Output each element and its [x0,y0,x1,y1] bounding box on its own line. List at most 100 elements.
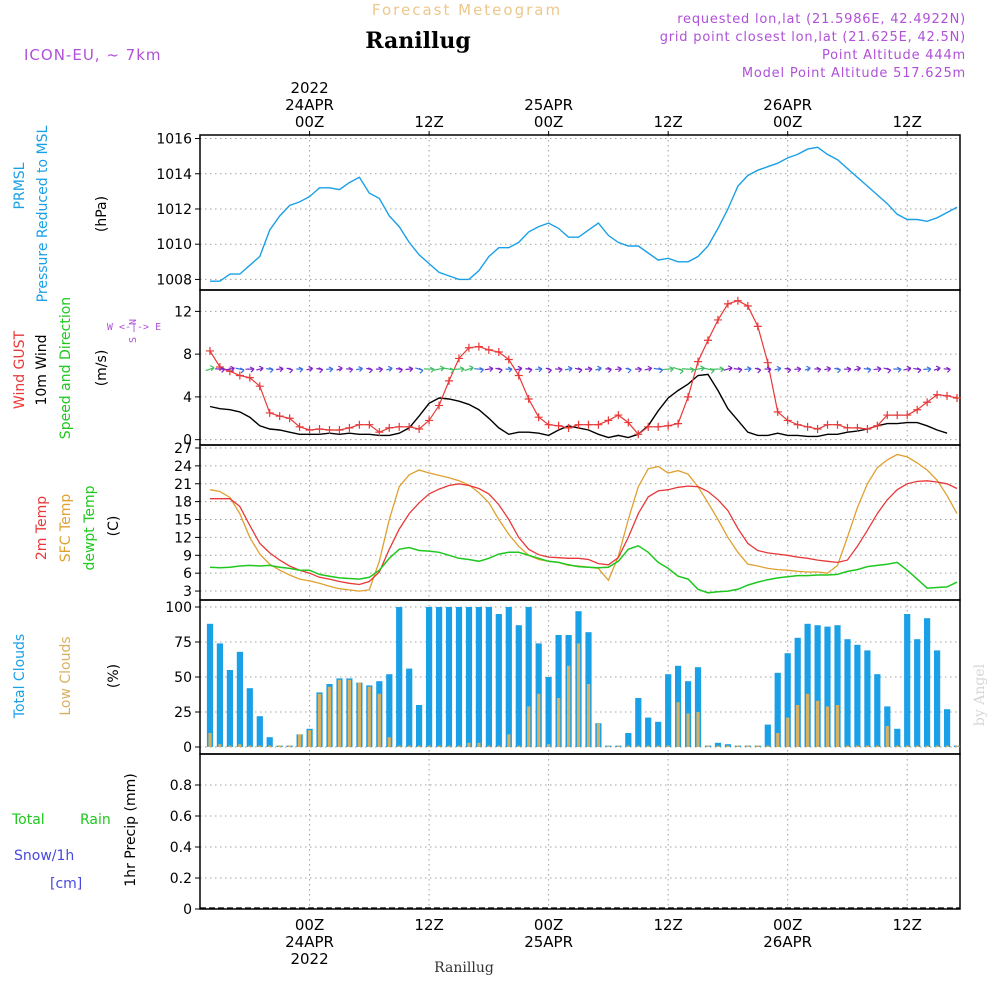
low-cloud-bar [955,745,959,747]
low-cloud-bar [786,717,790,747]
legend-snow: Snow/1h [14,848,74,864]
total-cloud-bar [814,625,821,747]
low-cloud-bar [646,745,650,747]
y-tick-label: 25 [174,705,192,721]
y-tick-label: 3 [183,584,192,600]
y-tick-label: 1010 [156,237,192,253]
gust-marker [295,422,304,431]
y-tick-label: 0 [183,433,192,449]
wind-direction-arrow [824,366,832,372]
gust-marker [803,422,812,431]
gust-marker [235,371,244,380]
wind-panel: 0 4 8 12 [174,290,962,449]
gust-marker [425,416,434,425]
gust-marker [933,390,942,399]
credit-watermark: by Angel [972,663,988,726]
y-tick-label: 15 [174,513,192,529]
bottom-time-label: 26APR [763,933,812,951]
wind-direction-arrow [733,367,743,373]
panel-frame [199,134,961,291]
wind-direction-arrow [774,365,782,372]
temp2m-label: 2m Temp [34,496,50,560]
gust-marker [395,422,404,431]
wind-direction-arrow [764,366,772,373]
wind-direction-arrow [794,366,802,373]
low-cloud-bar [537,693,541,747]
low-cloud-bar [517,745,521,747]
y-tick-label: 1016 [156,132,192,148]
y-tick-label: 21 [174,477,192,493]
pressure-label-prmsl: PRMSL [12,162,28,209]
low-cloud-bar [567,665,571,747]
wind-direction-arrow [873,366,882,373]
low-cloud-bar [855,745,859,747]
wind-direction-arrow [464,365,474,372]
bottom-time-label: 12Z [414,916,443,934]
gust-marker [773,407,782,416]
total-cloud-bar [794,637,801,747]
total-cloud-bar [944,709,951,747]
low-cloud-bar [816,700,820,747]
low-cloud-bar [746,745,750,747]
gust-marker [644,422,653,431]
footer-location: Ranillug [434,960,494,976]
wind-direction-arrow [863,367,872,373]
low-cloud-bar [835,705,840,747]
total-cloud-bar [256,716,263,747]
gust-marker [484,345,493,354]
low-cloud-bar [557,698,561,747]
location-title: Ranillug [365,28,471,54]
gust-marker [634,430,643,439]
total-cloud-bar [625,733,632,747]
top-time-label: 12Z [414,113,443,131]
wind-gust-line [209,300,958,436]
low-cloud-bar [616,745,620,747]
wind-direction-arrow [754,367,762,374]
gust-marker [335,426,344,435]
wind-direction-arrow [306,365,314,372]
clouds-unit: (%) [106,664,122,688]
wind-direction-arrow [316,367,324,374]
wind-direction-arrow [386,365,393,372]
gust-marker [345,423,354,432]
total-cloud-bar [226,670,233,747]
wind-direction-arrow [495,367,503,374]
wind-direction-arrow [395,367,403,373]
total-cloud-bar [764,724,771,747]
total-cloud-bar [635,698,642,747]
clouds-panel: 0 25 50 75 100 [165,599,961,756]
gust-marker [564,423,573,432]
total-cloud-bar [914,639,921,747]
total-cloud-bar [665,674,672,747]
wind-direction-arrow [296,366,304,373]
y-tick-label: 1014 [156,167,192,183]
gust-marker [405,422,414,431]
gust-marker [474,342,483,351]
wind-direction-arrow [883,367,892,374]
wind-direction-arrow [893,366,902,373]
y-tick-label: 0.4 [170,840,192,856]
low-cloud-bar [218,744,222,747]
gust-marker [365,420,374,429]
total-cloud-bar [834,625,841,747]
gust-marker [554,421,563,430]
gust-marker [524,395,533,404]
gust-marker [873,421,882,430]
gust-marker [893,411,902,420]
wind-direction-arrow [644,365,653,372]
y-tick-label: 0.2 [170,871,192,887]
wind-direction-arrow [625,367,632,374]
temp2m-line [210,480,958,586]
gust-marker [504,355,513,364]
pressure-panel: 1008 1010 1012 1014 1016 [156,132,961,291]
total-cloud-bar [386,674,393,747]
gust-marker [494,348,503,356]
wind-direction-arrow [515,365,523,372]
compass-we: W <-|-> E [107,322,161,333]
gust-marker [953,393,962,402]
gust-marker [305,426,314,435]
y-tick-label: 0.6 [170,809,192,825]
low-cloud-bar [915,745,919,747]
low-cloud-bar [666,745,670,747]
wind-direction-arrow [744,366,752,373]
